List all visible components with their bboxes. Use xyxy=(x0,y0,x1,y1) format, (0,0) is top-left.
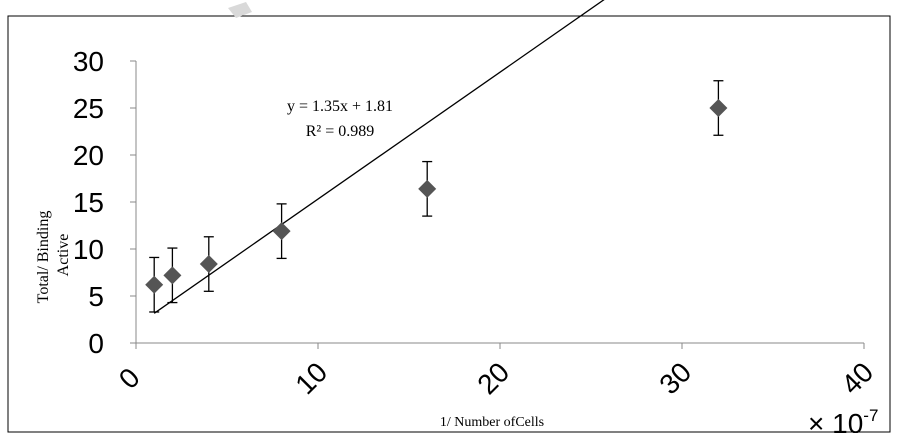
x-tick-label: 10 xyxy=(289,356,333,400)
x-tick-label: 20 xyxy=(471,356,515,400)
y-tick-label: 10 xyxy=(73,234,104,265)
data-points xyxy=(145,99,728,294)
multiplier-base: × 10 xyxy=(808,408,863,433)
x-tick-label: 30 xyxy=(653,356,697,400)
x-axis-ticks: 0 10 20 30 40 xyxy=(113,343,879,400)
y-axis-title-line-2: Active xyxy=(55,234,72,277)
multiplier-exponent: -7 xyxy=(863,406,878,425)
x-axis-title: 1/ Number ofCells xyxy=(440,415,544,430)
y-axis-ticks: 0 5 10 15 20 25 30 xyxy=(73,46,136,359)
data-point-marker xyxy=(145,275,164,294)
x-tick-label: 0 xyxy=(113,362,146,395)
y-tick-label: 15 xyxy=(73,187,104,218)
x-axis-multiplier: × 10-7 xyxy=(808,406,878,433)
chart-frame xyxy=(7,15,891,433)
trendline-r-squared: R² = 0.989 xyxy=(306,123,375,140)
watermark-mark xyxy=(228,2,252,18)
data-point-marker xyxy=(199,255,218,274)
data-point-marker xyxy=(418,179,437,198)
error-bars xyxy=(149,80,724,313)
y-tick-label: 20 xyxy=(73,140,104,171)
data-point-marker xyxy=(709,99,728,117)
y-tick-label: 25 xyxy=(73,93,104,124)
trendline-equation: y = 1.35x + 1.81 xyxy=(287,98,393,115)
data-point-marker xyxy=(163,266,182,285)
y-tick-label: 5 xyxy=(88,281,104,312)
y-tick-label: 30 xyxy=(73,46,104,77)
trendline xyxy=(153,0,605,314)
y-axis-title: Total/ Binding Active xyxy=(35,207,72,304)
x-tick-label: 40 xyxy=(835,356,879,400)
y-tick-label: 0 xyxy=(88,328,104,359)
data-point-marker xyxy=(272,222,291,241)
y-axis-title-line-1: Total/ Binding xyxy=(35,211,52,304)
